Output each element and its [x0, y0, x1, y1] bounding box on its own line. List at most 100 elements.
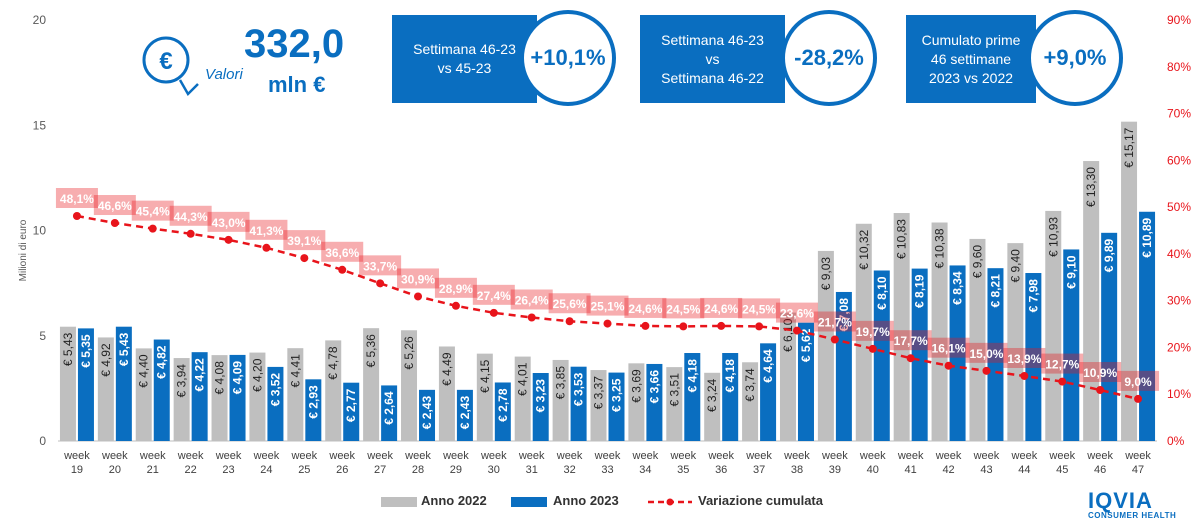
bar-2022 [742, 362, 759, 441]
cumulative-label-bg [1041, 353, 1084, 374]
cumulative-point [755, 322, 764, 331]
bar-2023 [646, 363, 663, 441]
cumulative-point [376, 279, 385, 288]
bar-2022 [249, 352, 266, 441]
bar-2023-label: € 8,34 [951, 271, 965, 305]
cumulative-label: 48,1% [60, 192, 94, 206]
bar-2022 [1121, 121, 1138, 441]
iqvia-logo: IQVIA CONSUMER HEALTH [1088, 488, 1176, 520]
bar-2022-label: € 4,20 [250, 358, 264, 392]
cumulative-point [1058, 377, 1067, 386]
bar-2023-label: € 3,25 [610, 378, 624, 412]
bar-2023 [77, 328, 94, 441]
cumulative-label-bg [662, 298, 705, 319]
x-axis-tick-label: 40 [867, 464, 879, 476]
cumulative-label-bg [1003, 347, 1046, 368]
bar-2023-label: € 8,10 [875, 276, 889, 310]
x-axis-tick-label: 34 [639, 464, 651, 476]
bar-2022 [401, 330, 418, 441]
bar-2023 [911, 268, 928, 441]
kpi-weekly-value: +10,1% [520, 10, 616, 106]
bar-2022-label: € 9,40 [1008, 249, 1022, 283]
x-axis-tick-label: 29 [450, 464, 462, 476]
bar-2022-label: € 3,24 [705, 378, 719, 412]
legend-label-cumulative: Variazione cumulata [698, 493, 823, 508]
cumulative-label-bg [93, 195, 136, 216]
bar-2023 [1139, 211, 1156, 441]
x-axis-tick-label: week [518, 450, 545, 462]
bar-2023 [1025, 273, 1042, 441]
cumulative-label-bg [927, 337, 970, 358]
bar-2022 [287, 348, 304, 441]
bar-2022-label: € 10,38 [933, 228, 947, 268]
bar-2022 [1083, 161, 1100, 441]
bar-2022 [363, 328, 380, 441]
cumulative-point [1134, 394, 1143, 403]
bar-2023-label: € 9,89 [1102, 239, 1116, 273]
x-axis-tick-label: 39 [829, 464, 841, 476]
bar-2023 [722, 353, 739, 441]
bar-2022 [704, 372, 721, 441]
cumulative-label-bg [586, 295, 629, 316]
bar-2022 [1045, 210, 1062, 441]
bar-2023-label: € 5,35 [79, 334, 93, 368]
cumulative-point [641, 321, 650, 330]
y2-axis-tick-label: 50% [1167, 200, 1191, 214]
x-axis-tick-label: 43 [980, 464, 992, 476]
x-axis-tick-label: week [1011, 450, 1038, 462]
y-axis-tick-label: 20 [33, 13, 47, 27]
x-axis-tick-label: 31 [526, 464, 538, 476]
cumulative-label: 26,4% [515, 294, 549, 308]
cumulative-point [186, 229, 195, 238]
cumulative-label: 19,7% [856, 325, 890, 339]
cumulative-label: 44,3% [174, 210, 208, 224]
bar-2023-label: € 10,89 [1140, 217, 1154, 257]
bar-2022 [514, 356, 531, 441]
bar-2023-label: € 3,23 [534, 379, 548, 413]
cumulative-label-bg [624, 297, 667, 318]
bar-2022-label: € 4,08 [213, 361, 227, 395]
bar-2022-label: € 4,92 [99, 343, 113, 377]
cumulative-point [565, 317, 574, 326]
kpi-label-line: vs 45-23 [437, 60, 492, 76]
cumulative-point [527, 313, 536, 322]
bar-2023-label: € 2,43 [458, 396, 472, 430]
kpi-cumulative-box: Cumulato prime 46 settimane 2023 vs 2022 [906, 15, 1036, 103]
legend-label-2023: Anno 2023 [553, 493, 619, 508]
euro-down-icon: € [142, 36, 199, 97]
total-value: 332,0 [244, 22, 345, 66]
y2-axis-tick-label: 40% [1167, 247, 1191, 261]
bar-2023 [305, 379, 322, 441]
bar-2023-label: € 2,43 [420, 396, 434, 430]
legend-label-2022: Anno 2022 [421, 493, 487, 508]
bar-2023 [191, 352, 208, 441]
x-axis-tick-label: 20 [109, 464, 121, 476]
cumulative-point [262, 243, 271, 252]
x-axis-tick-label: week [935, 450, 962, 462]
bar-2022-label: € 4,49 [440, 352, 454, 386]
bar-2023-label: € 3,53 [572, 372, 586, 406]
bar-2023 [267, 366, 284, 441]
cumulative-label-bg [434, 277, 477, 298]
bar-2023-label: € 4,22 [193, 358, 207, 392]
kpi-yoy-box: Settimana 46-23 vs Settimana 46-22 [640, 15, 785, 103]
bar-2023-label: € 2,77 [344, 388, 358, 422]
bar-2022-label: € 3,74 [743, 368, 757, 402]
bar-2023 [684, 353, 701, 441]
cumulative-label: 25,1% [590, 300, 624, 314]
x-axis-tick-label: week [177, 450, 204, 462]
bar-2022-label: € 5,43 [61, 332, 75, 366]
cumulative-label: 9,0% [1124, 375, 1152, 389]
bar-2022 [590, 370, 607, 441]
x-axis-tick-label: 21 [147, 464, 159, 476]
x-axis-tick-label: 30 [488, 464, 500, 476]
x-axis-tick-label: week [366, 450, 393, 462]
legend-line-cumulative [648, 498, 692, 506]
bar-2022-label: € 6,10 [781, 318, 795, 352]
x-axis-tick-label: 32 [563, 464, 575, 476]
bar-2022-label: € 10,32 [857, 229, 871, 269]
kpi-label-line: 2023 vs 2022 [928, 69, 1014, 86]
x-axis-tick-label: week [783, 450, 810, 462]
bar-2023 [1063, 249, 1080, 441]
